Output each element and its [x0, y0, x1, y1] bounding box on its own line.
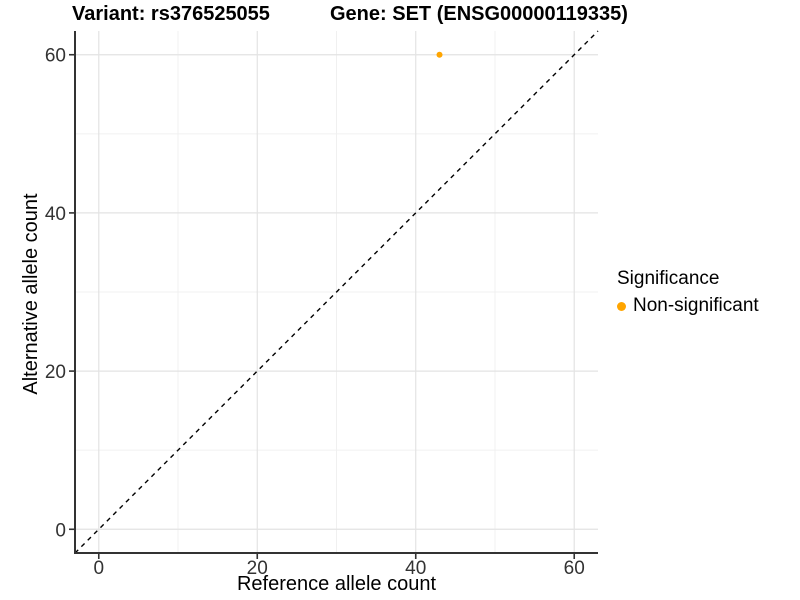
x-tick-label: 40	[405, 558, 426, 579]
plot-title-gene: Gene: SET (ENSG00000119335)	[330, 3, 628, 25]
identity-line	[74, 30, 599, 554]
legend: Significance Non-significant	[617, 268, 759, 317]
y-tick-label: 60	[45, 46, 66, 67]
y-tick-label: 40	[45, 204, 66, 225]
y-tick-label: 20	[45, 362, 66, 383]
x-tick-label: 0	[93, 558, 104, 579]
legend-item-label: Non-significant	[633, 295, 759, 316]
x-tick-label: 20	[247, 558, 268, 579]
legend-key-dot-icon	[617, 301, 626, 311]
y-tick-label: 0	[55, 520, 66, 541]
data-point	[436, 51, 443, 58]
legend-item: Non-significant	[617, 295, 759, 317]
x-axis-label: Reference allele count	[236, 573, 436, 595]
legend-items: Non-significant	[617, 295, 759, 317]
x-tick-label: 60	[564, 558, 585, 579]
plot-title-variant: Variant: rs376525055	[72, 3, 270, 25]
legend-title: Significance	[617, 268, 720, 289]
